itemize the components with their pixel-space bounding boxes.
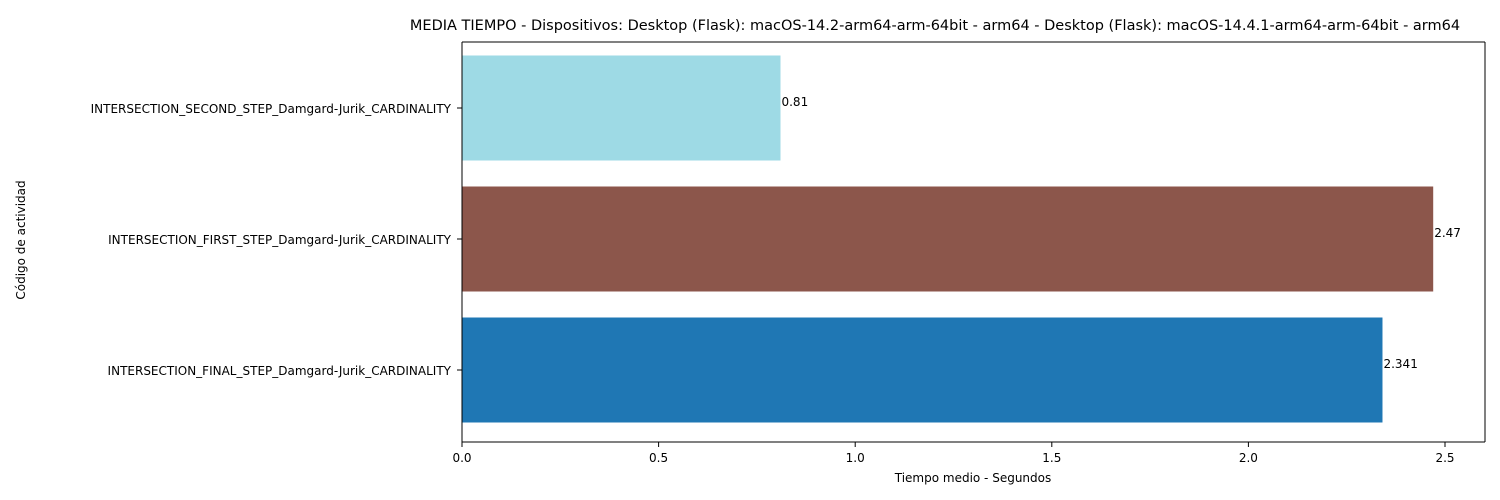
x-tick-label: 1.0: [846, 451, 865, 465]
chart-title: MEDIA TIEMPO - Dispositivos: Desktop (Fl…: [410, 18, 1460, 34]
x-axis-label: Tiempo medio - Segundos: [894, 471, 1052, 485]
plot-area: 2.341 INTERSECTION_FINAL_STEP_Damgard-Jur…: [91, 41, 1486, 465]
y-tick-label: INTERSECTION_FINAL_STEP_Damgard-Jurik_CA…: [108, 364, 452, 378]
bar: [462, 186, 1434, 292]
data-label: 2.47: [1434, 226, 1461, 240]
x-tick-label: 0.0: [452, 451, 471, 465]
y-tick-label: INTERSECTION_SECOND_STEP_Damgard-Jurik_C…: [91, 102, 452, 116]
data-label: 2.341: [1383, 357, 1417, 371]
y-tick-label: INTERSECTION_FIRST_STEP_Damgard-Jurik_CA…: [108, 233, 452, 247]
x-tick-label: 1.5: [1042, 451, 1061, 465]
data-label: 0.81: [781, 95, 808, 109]
x-tick-label: 0.5: [649, 451, 668, 465]
bar: [462, 317, 1383, 423]
x-tick-label: 2.0: [1239, 451, 1258, 465]
y-axis-label: Código de actividad: [14, 180, 28, 299]
bar: [462, 55, 781, 161]
x-tick-label: 2.5: [1435, 451, 1454, 465]
